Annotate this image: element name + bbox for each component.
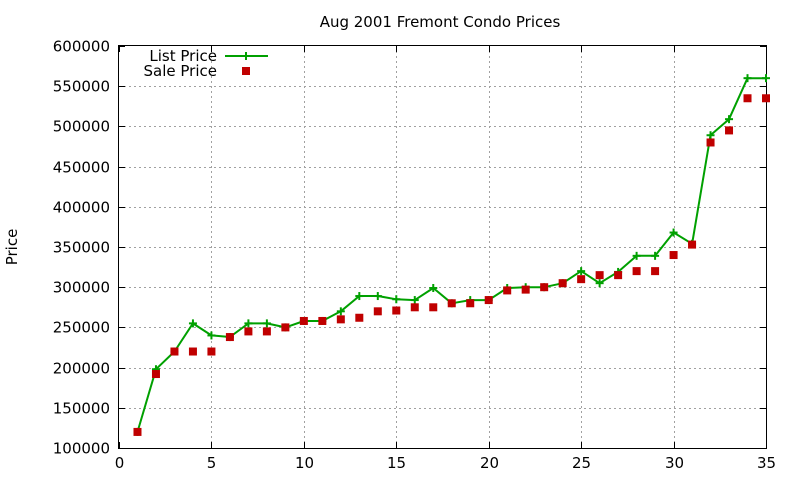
- y-tick-label: 300000: [53, 279, 110, 297]
- y-tick-label: 200000: [53, 360, 110, 378]
- sale-price-point: [503, 286, 512, 295]
- sale-price-point: [540, 283, 549, 292]
- x-tick-label: 35: [757, 454, 776, 472]
- sale-price-point: [262, 327, 271, 336]
- x-tick-label: 10: [295, 454, 314, 472]
- sale-price-point: [170, 347, 179, 356]
- y-tick-label: 250000: [53, 319, 110, 337]
- legend-swatch-sale-price: [242, 67, 250, 75]
- sale-price-point: [373, 307, 382, 316]
- sale-price-point: [558, 279, 567, 288]
- list-price-point: [392, 295, 401, 304]
- series-layer: [133, 74, 770, 436]
- plot-frame: [118, 45, 767, 449]
- y-tick-label: 500000: [53, 118, 110, 136]
- list-price-point: [762, 74, 770, 83]
- sale-price-point: [429, 303, 438, 312]
- list-price-point: [669, 228, 678, 237]
- sale-price-point: [318, 316, 327, 325]
- list-price-point: [262, 319, 271, 328]
- list-price-point: [725, 115, 734, 124]
- list-price-point: [410, 296, 419, 305]
- sale-price-point: [225, 333, 234, 342]
- y-tick-label: 350000: [53, 239, 110, 257]
- sale-price-point: [207, 347, 216, 356]
- sale-price-point: [133, 427, 142, 436]
- y-tick-label: 150000: [53, 400, 110, 418]
- y-tick-label: 600000: [53, 38, 110, 56]
- x-tick-label: 0: [115, 454, 125, 472]
- list-price-point: [207, 331, 216, 340]
- sale-price-point: [521, 285, 530, 294]
- sale-price-point: [651, 267, 660, 276]
- sale-price-point: [762, 94, 770, 103]
- list-price-point: [595, 279, 604, 288]
- sale-price-point: [151, 370, 160, 379]
- x-tick-label: 30: [665, 454, 684, 472]
- sale-price-point: [188, 347, 197, 356]
- sale-price-point: [355, 313, 364, 322]
- sale-price-point: [392, 306, 401, 315]
- sale-price-point: [669, 251, 678, 260]
- x-tick-label: 20: [480, 454, 499, 472]
- list-price-point: [188, 319, 197, 328]
- sale-price-point: [725, 126, 734, 135]
- list-price-point: [373, 292, 382, 301]
- list-price-point: [355, 292, 364, 301]
- tick-labels: 100000 150000 200000 250000 300000 350000 4000…: [53, 38, 776, 473]
- grid-lines: [119, 46, 766, 448]
- y-axis-label: Price: [3, 229, 21, 266]
- x-tick-label: 5: [207, 454, 217, 472]
- sale-price-point: [410, 303, 419, 312]
- sale-price-point: [688, 240, 697, 249]
- sale-price-point: [577, 275, 586, 284]
- list-price-point: [429, 284, 438, 293]
- sale-price-point: [466, 299, 475, 308]
- list-price-point: [577, 267, 586, 276]
- sale-price-point: [299, 316, 308, 325]
- legend: List Price Sale Price: [144, 47, 268, 80]
- y-tick-label: 450000: [53, 159, 110, 177]
- sale-price-point: [706, 138, 715, 147]
- legend-label-sale-price: Sale Price: [144, 62, 217, 80]
- sale-price-point: [614, 271, 623, 280]
- sale-price-point: [595, 271, 604, 280]
- list-price-point: [632, 251, 641, 260]
- list-price-point: [651, 251, 660, 260]
- sale-price-point: [244, 327, 253, 336]
- y-tick-label: 400000: [53, 199, 110, 217]
- sale-price-point: [336, 315, 345, 324]
- sale-price-point: [447, 299, 456, 308]
- list-price-point: [336, 307, 345, 316]
- list-price-point: [244, 319, 253, 328]
- sale-price-point: [484, 296, 493, 305]
- x-tick-label: 25: [572, 454, 591, 472]
- list-price-point: [743, 74, 752, 83]
- legend-swatch-list-price: [225, 52, 268, 60]
- axis-ticks: [119, 46, 767, 449]
- x-tick-label: 15: [387, 454, 406, 472]
- sale-price-point: [743, 94, 752, 103]
- y-tick-label: 550000: [53, 78, 110, 96]
- sale-price-point: [632, 267, 641, 276]
- legend-label-list-price: List Price: [149, 47, 217, 65]
- sale-price-point: [281, 323, 290, 332]
- y-tick-label: 100000: [53, 440, 110, 458]
- list-price-point: [706, 131, 715, 140]
- chart-title: Aug 2001 Fremont Condo Prices: [320, 13, 561, 31]
